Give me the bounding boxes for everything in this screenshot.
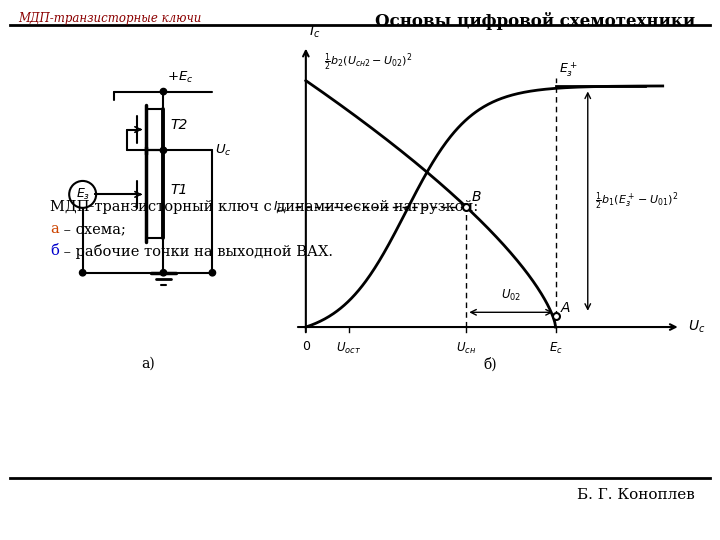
Text: б: б bbox=[50, 244, 59, 258]
Circle shape bbox=[161, 89, 166, 94]
Text: Основы цифровой схемотехники: Основы цифровой схемотехники bbox=[375, 12, 695, 30]
Text: $I_c$: $I_c$ bbox=[310, 24, 320, 40]
Text: $E_з$: $E_з$ bbox=[76, 187, 90, 202]
Text: $E_c$: $E_c$ bbox=[549, 340, 562, 355]
Text: T2: T2 bbox=[171, 118, 188, 132]
Text: а): а) bbox=[141, 357, 155, 371]
Text: МДП-транзисторный ключ с динамической нагрузкой:: МДП-транзисторный ключ с динамической на… bbox=[50, 200, 478, 214]
Text: $E_з^+$: $E_з^+$ bbox=[559, 60, 578, 79]
Text: $\frac{1}{2}b_1(E_з^+-U_{01})^2$: $\frac{1}{2}b_1(E_з^+-U_{01})^2$ bbox=[595, 191, 678, 212]
Text: – схема;: – схема; bbox=[59, 222, 126, 236]
Text: МДП-транзисторные ключи: МДП-транзисторные ключи bbox=[18, 12, 202, 25]
Text: $I_{сн}$: $I_{сн}$ bbox=[273, 200, 288, 215]
Text: $U_{02}$: $U_{02}$ bbox=[501, 288, 521, 303]
Text: $+E_c$: $+E_c$ bbox=[167, 70, 194, 85]
Circle shape bbox=[210, 269, 215, 276]
Text: а: а bbox=[50, 222, 59, 236]
Text: $U_{ост}$: $U_{ост}$ bbox=[336, 340, 361, 355]
Text: $\frac{1}{2}b_2(U_{сн2}-U_{02})^2$: $\frac{1}{2}b_2(U_{сн2}-U_{02})^2$ bbox=[324, 51, 412, 72]
Text: T1: T1 bbox=[171, 183, 188, 197]
Text: A: A bbox=[561, 301, 570, 315]
Circle shape bbox=[161, 269, 166, 276]
Text: $U_c$: $U_c$ bbox=[688, 319, 705, 335]
Circle shape bbox=[79, 269, 86, 276]
Text: $U_c$: $U_c$ bbox=[215, 143, 232, 158]
Circle shape bbox=[161, 147, 166, 153]
Text: 0: 0 bbox=[302, 340, 310, 353]
Text: – рабочие точки на выходной ВАХ.: – рабочие точки на выходной ВАХ. bbox=[59, 244, 333, 259]
Text: Б. Г. Коноплев: Б. Г. Коноплев bbox=[577, 488, 695, 502]
Text: $U_{сн}$: $U_{сн}$ bbox=[456, 340, 477, 355]
Text: б): б) bbox=[483, 357, 497, 372]
Text: B: B bbox=[472, 191, 481, 205]
